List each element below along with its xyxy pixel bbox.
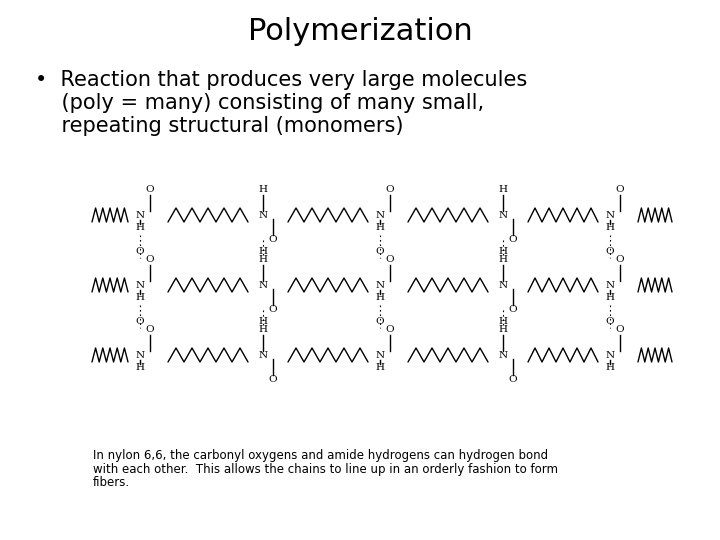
Text: H: H	[498, 246, 508, 255]
Text: O: O	[509, 235, 517, 245]
Text: O: O	[386, 255, 395, 265]
Text: O: O	[145, 255, 154, 265]
Text: H: H	[258, 326, 268, 334]
Text: Polymerization: Polymerization	[248, 17, 472, 46]
Text: •  Reaction that produces very large molecules: • Reaction that produces very large mole…	[35, 70, 527, 90]
Text: N: N	[135, 280, 145, 289]
Text: H: H	[498, 255, 508, 265]
Text: H: H	[376, 224, 384, 233]
Text: N: N	[258, 350, 268, 360]
Text: H: H	[258, 255, 268, 265]
Text: O: O	[376, 316, 384, 326]
Text: O: O	[386, 326, 395, 334]
Text: In nylon 6,6, the carbonyl oxygens and amide hydrogens can hydrogen bond: In nylon 6,6, the carbonyl oxygens and a…	[93, 449, 548, 462]
Text: H: H	[498, 316, 508, 326]
Text: O: O	[135, 246, 144, 255]
Text: O: O	[269, 375, 277, 384]
Text: O: O	[616, 326, 624, 334]
Text: (poly = many) consisting of many small,: (poly = many) consisting of many small,	[35, 93, 484, 113]
Text: O: O	[269, 306, 277, 314]
Text: O: O	[616, 186, 624, 194]
Text: repeating structural (monomers): repeating structural (monomers)	[35, 116, 403, 136]
Text: N: N	[375, 280, 384, 289]
Text: O: O	[616, 255, 624, 265]
Text: O: O	[376, 246, 384, 255]
Text: N: N	[135, 350, 145, 360]
Text: N: N	[258, 211, 268, 219]
Text: H: H	[376, 363, 384, 373]
Text: H: H	[258, 186, 268, 194]
Text: O: O	[606, 316, 614, 326]
Text: H: H	[135, 363, 145, 373]
Text: H: H	[606, 363, 614, 373]
Text: H: H	[135, 294, 145, 302]
Text: N: N	[606, 350, 615, 360]
Text: N: N	[498, 211, 508, 219]
Text: O: O	[509, 375, 517, 384]
Text: N: N	[606, 280, 615, 289]
Text: N: N	[606, 211, 615, 219]
Text: H: H	[498, 326, 508, 334]
Text: O: O	[606, 246, 614, 255]
Text: O: O	[509, 306, 517, 314]
Text: H: H	[606, 294, 614, 302]
Text: O: O	[145, 186, 154, 194]
Text: O: O	[386, 186, 395, 194]
Text: O: O	[269, 235, 277, 245]
Text: N: N	[135, 211, 145, 219]
Text: H: H	[498, 186, 508, 194]
Text: with each other.  This allows the chains to line up in an orderly fashion to for: with each other. This allows the chains …	[93, 462, 558, 476]
Text: fibers.: fibers.	[93, 476, 130, 489]
Text: N: N	[258, 280, 268, 289]
Text: O: O	[145, 326, 154, 334]
Text: O: O	[135, 316, 144, 326]
Text: H: H	[606, 224, 614, 233]
Text: N: N	[375, 350, 384, 360]
Text: H: H	[376, 294, 384, 302]
Text: H: H	[258, 246, 268, 255]
Text: N: N	[375, 211, 384, 219]
Text: H: H	[135, 224, 145, 233]
Text: N: N	[498, 350, 508, 360]
Text: H: H	[258, 316, 268, 326]
Text: N: N	[498, 280, 508, 289]
